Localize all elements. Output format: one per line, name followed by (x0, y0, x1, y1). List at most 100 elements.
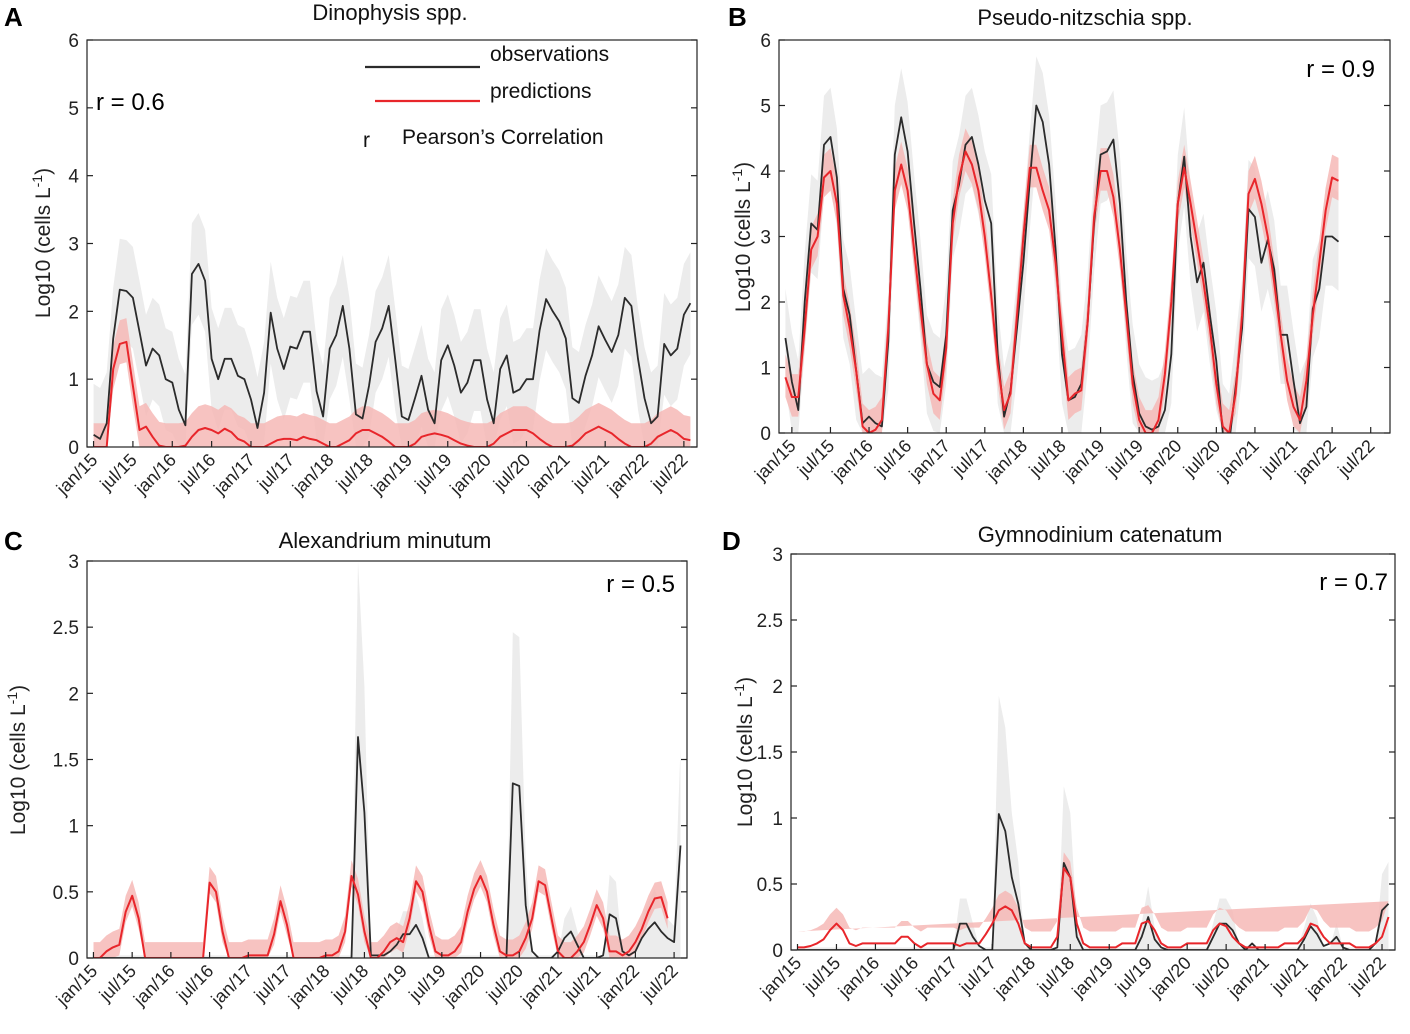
correlation-value: r = 0.9 (1306, 56, 1375, 83)
predictions-line (93, 875, 669, 958)
x-tick-label: jan/18 (982, 436, 1032, 486)
y-axis-label-sup: -1 (731, 684, 747, 697)
panel-letter: D (722, 526, 741, 556)
correlation-value: r = 0.7 (1319, 569, 1388, 596)
y-axis-label-close: ) (732, 162, 755, 169)
y-axis-label: Log10 (cells L-1) (731, 677, 757, 827)
x-tick-label: jul/22 (1333, 436, 1378, 481)
y-tick-label: 4 (760, 162, 771, 183)
y-tick-label: 4 (68, 167, 79, 188)
plot-area (797, 695, 1390, 950)
y-tick-label: 1 (760, 359, 771, 380)
panel-c: 00.511.522.53jan/15jul/15jan/16jul/16jan… (4, 526, 688, 1011)
panel-a: 0123456jan/15jul/15jan/16jul/16jan/17jul… (4, 0, 698, 500)
y-tick-label: 2 (772, 677, 783, 698)
x-tick-label: jan/21 (1223, 953, 1273, 1003)
y-tick-label: 3 (68, 552, 79, 573)
y-tick-label: 0 (68, 438, 79, 459)
predictions-line (797, 867, 1390, 949)
predictions-band (93, 860, 668, 958)
y-axis-label: Log10 (cells L-1) (4, 685, 30, 835)
y-tick-label: 0 (760, 424, 771, 445)
y-tick-label: 3 (760, 228, 771, 249)
y-tick-label: 0 (772, 941, 783, 962)
y-tick-label: 2 (68, 302, 79, 323)
y-tick-label: 2 (760, 293, 771, 314)
x-tick-label: jan/18 (990, 953, 1040, 1003)
x-tick-label: jan/21 (524, 450, 574, 500)
x-tick-label: jan/22 (603, 450, 653, 500)
observations-band (93, 561, 681, 958)
predictions-band (93, 318, 691, 447)
x-tick-label: jan/22 (1290, 436, 1340, 486)
x-tick-label: jan/17 (209, 450, 259, 500)
x-tick-label: jan/16 (834, 953, 884, 1003)
x-tick-label: jul/22 (646, 450, 691, 495)
x-tick-label: jan/18 (284, 961, 334, 1011)
x-tick-label: jan/20 (1145, 953, 1195, 1003)
correlation-value: r = 0.5 (606, 571, 675, 598)
y-axis-label-close: ) (734, 677, 757, 684)
y-axis-label-close: ) (32, 168, 55, 175)
y-axis-label-text: Log10 (cells L (732, 181, 755, 312)
x-tick-label: jan/17 (207, 961, 257, 1011)
legend-r-label: Pearson’s Correlation (402, 126, 604, 149)
legend-predictions-label: predictions (490, 80, 592, 103)
x-tick-label: jan/16 (129, 961, 179, 1011)
observations-band (785, 56, 1339, 433)
panel-letter: B (728, 2, 747, 32)
y-tick-label: 0.5 (53, 883, 79, 904)
panel-d: 00.511.522.53jan/15jul/15jan/16jul/16jan… (722, 522, 1396, 1003)
x-tick-label: jan/22 (1301, 953, 1351, 1003)
observations-line (93, 736, 682, 958)
y-tick-label: 1.5 (757, 743, 783, 764)
axes-frame (790, 553, 1396, 951)
x-tick-label: jan/22 (594, 961, 644, 1011)
predictions-line (93, 340, 691, 447)
legend-r-symbol: r (363, 129, 370, 152)
x-tick-label: jan/15 (750, 436, 800, 486)
x-tick-label: jan/18 (288, 450, 338, 500)
plot-area (784, 56, 1340, 433)
x-tick-label: jan/20 (1136, 436, 1186, 486)
x-tick-label: jan/21 (1213, 436, 1263, 486)
y-tick-label: 0.5 (757, 875, 783, 896)
y-tick-label: 2.5 (757, 611, 783, 632)
y-axis-label-close: ) (7, 685, 30, 692)
y-tick-label: 6 (760, 31, 771, 52)
y-tick-label: 1 (772, 809, 783, 830)
x-tick-label: jan/16 (827, 436, 877, 486)
y-axis-label: Log10 (cells L-1) (29, 168, 55, 318)
y-tick-label: 2 (68, 684, 79, 705)
observations-line (93, 263, 692, 440)
panel-b: 0123456jan/15jul/15jan/16jul/16jan/17jul… (728, 2, 1391, 486)
x-tick-label: jan/20 (445, 450, 495, 500)
y-tick-label: 2.5 (53, 618, 79, 639)
legend-observations-label: observations (490, 43, 609, 66)
y-tick-label: 5 (68, 99, 79, 120)
y-tick-label: 1 (68, 817, 79, 838)
y-axis-label-sup: -1 (4, 692, 20, 705)
correlation-value: r = 0.6 (96, 89, 165, 116)
y-axis-label-text: Log10 (cells L (32, 187, 55, 318)
panel-title: Pseudo-nitzschia spp. (977, 5, 1192, 30)
panel-title: Dinophysis spp. (312, 0, 467, 25)
panel-title: Gymnodinium catenatum (978, 522, 1223, 547)
y-axis-label: Log10 (cells L-1) (729, 162, 755, 312)
panel-letter: C (4, 526, 23, 556)
x-tick-label: jan/17 (912, 953, 962, 1003)
x-tick-label: jan/21 (516, 961, 566, 1011)
x-tick-label: jul/22 (1345, 953, 1390, 998)
y-axis-label-text: Log10 (cells L (7, 704, 30, 835)
y-axis-label-text: Log10 (cells L (734, 696, 757, 827)
x-tick-label: jan/19 (1068, 953, 1118, 1003)
panel-letter: A (4, 2, 23, 32)
y-tick-label: 6 (68, 31, 79, 52)
x-tick-label: jan/17 (905, 436, 955, 486)
y-axis-label-sup: -1 (29, 175, 45, 188)
predictions-band (797, 852, 1389, 932)
legend: observations predictions r Pearson’s Correl… (363, 43, 609, 152)
y-tick-label: 5 (760, 97, 771, 118)
x-tick-label: jan/16 (131, 450, 181, 500)
x-tick-label: jan/19 (367, 450, 417, 500)
